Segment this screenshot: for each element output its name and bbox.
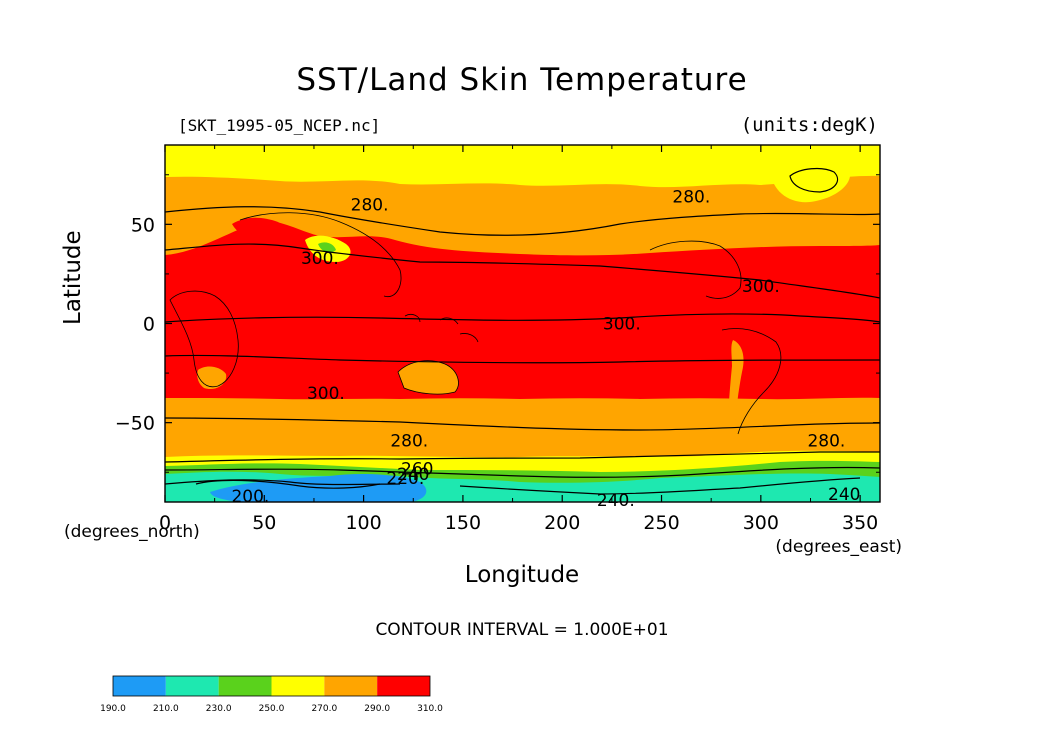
x-axis-unit-left: (degrees_north)	[64, 522, 200, 542]
contour-label: 300.	[603, 315, 641, 335]
x-tick-label: 150	[445, 512, 481, 534]
y-tick-label: 0	[143, 314, 155, 336]
x-tick-label: 350	[842, 512, 878, 534]
colorbar-frame	[112, 675, 431, 697]
greenland-patch	[770, 161, 851, 203]
x-tick-label: 250	[643, 512, 679, 534]
colorbar-label: 210.0	[153, 704, 179, 714]
x-ticks: 0 50 100 150 200 250 300 350	[159, 145, 878, 534]
coastlines	[169, 212, 782, 435]
colorbar-label: 290.0	[364, 704, 390, 714]
y-tick-label: −50	[115, 413, 155, 435]
contour-lines	[164, 167, 881, 495]
y-axis-label: Latitude	[60, 230, 86, 325]
x-axis-unit-right: (degrees_east)	[775, 537, 902, 557]
colorbar-swatch	[377, 676, 430, 696]
contour-label: 280.	[672, 188, 710, 208]
colorbar-label: 190.0	[100, 704, 126, 714]
colorbar-swatch	[113, 676, 166, 696]
africa-south-patch	[197, 366, 227, 390]
contour-label: 280.	[807, 432, 845, 452]
colorbar-label: 310.0	[417, 704, 443, 714]
contour-label: 280.	[390, 432, 428, 452]
tibet-core	[318, 242, 336, 253]
asia-red-patch	[232, 217, 283, 241]
colorbar-swatch	[271, 676, 325, 696]
x-tick-label: 300	[743, 512, 779, 534]
contour-label: 300.	[301, 249, 339, 269]
colorbar-label: 250.0	[259, 704, 285, 714]
contour-interval-text: CONTOUR INTERVAL = 1.000E+01	[375, 620, 669, 640]
contour-label: 300.	[307, 384, 345, 404]
andes-patch	[728, 340, 744, 432]
contour-label: 280.	[351, 196, 389, 216]
x-axis-label: Longitude	[464, 562, 580, 588]
temperature-field	[165, 145, 880, 502]
y-ticks: 50 0 −50	[115, 174, 880, 473]
map-title: SST/Land Skin Temperature	[296, 62, 748, 98]
x-tick-label: 50	[252, 512, 276, 534]
contour-label: 240	[828, 485, 860, 505]
units-label: (units:degK)	[740, 114, 878, 136]
colorbar-swatch	[165, 676, 219, 696]
band-red-tropics	[165, 221, 880, 400]
contour-labels: 280. 280.300.300.300.300.280. 280.26024022…	[231, 188, 860, 511]
colorbar-swatch	[324, 676, 378, 696]
band-yellow-north	[165, 145, 880, 188]
australia-patch	[398, 360, 459, 395]
contour-label: 240.	[597, 491, 635, 511]
colorbar: 190.0 210.0 230.0 250.0 270.0 290.0 310.0	[100, 675, 443, 714]
file-label: [SKT_1995-05_NCEP.nc]	[178, 116, 381, 135]
x-tick-label: 200	[544, 512, 580, 534]
contour-label: 300.	[742, 277, 780, 297]
colorbar-swatch	[218, 676, 272, 696]
colorbar-label: 270.0	[311, 704, 337, 714]
contour-label: 260	[401, 459, 433, 479]
colorbar-label: 230.0	[206, 704, 232, 714]
x-tick-label: 100	[345, 512, 381, 534]
contour-label: 200.	[231, 487, 269, 507]
contour-label: 240	[397, 465, 429, 485]
y-tick-label: 50	[131, 214, 155, 236]
contour-label: 220.	[386, 469, 424, 489]
x-tick-label: 0	[159, 512, 171, 534]
